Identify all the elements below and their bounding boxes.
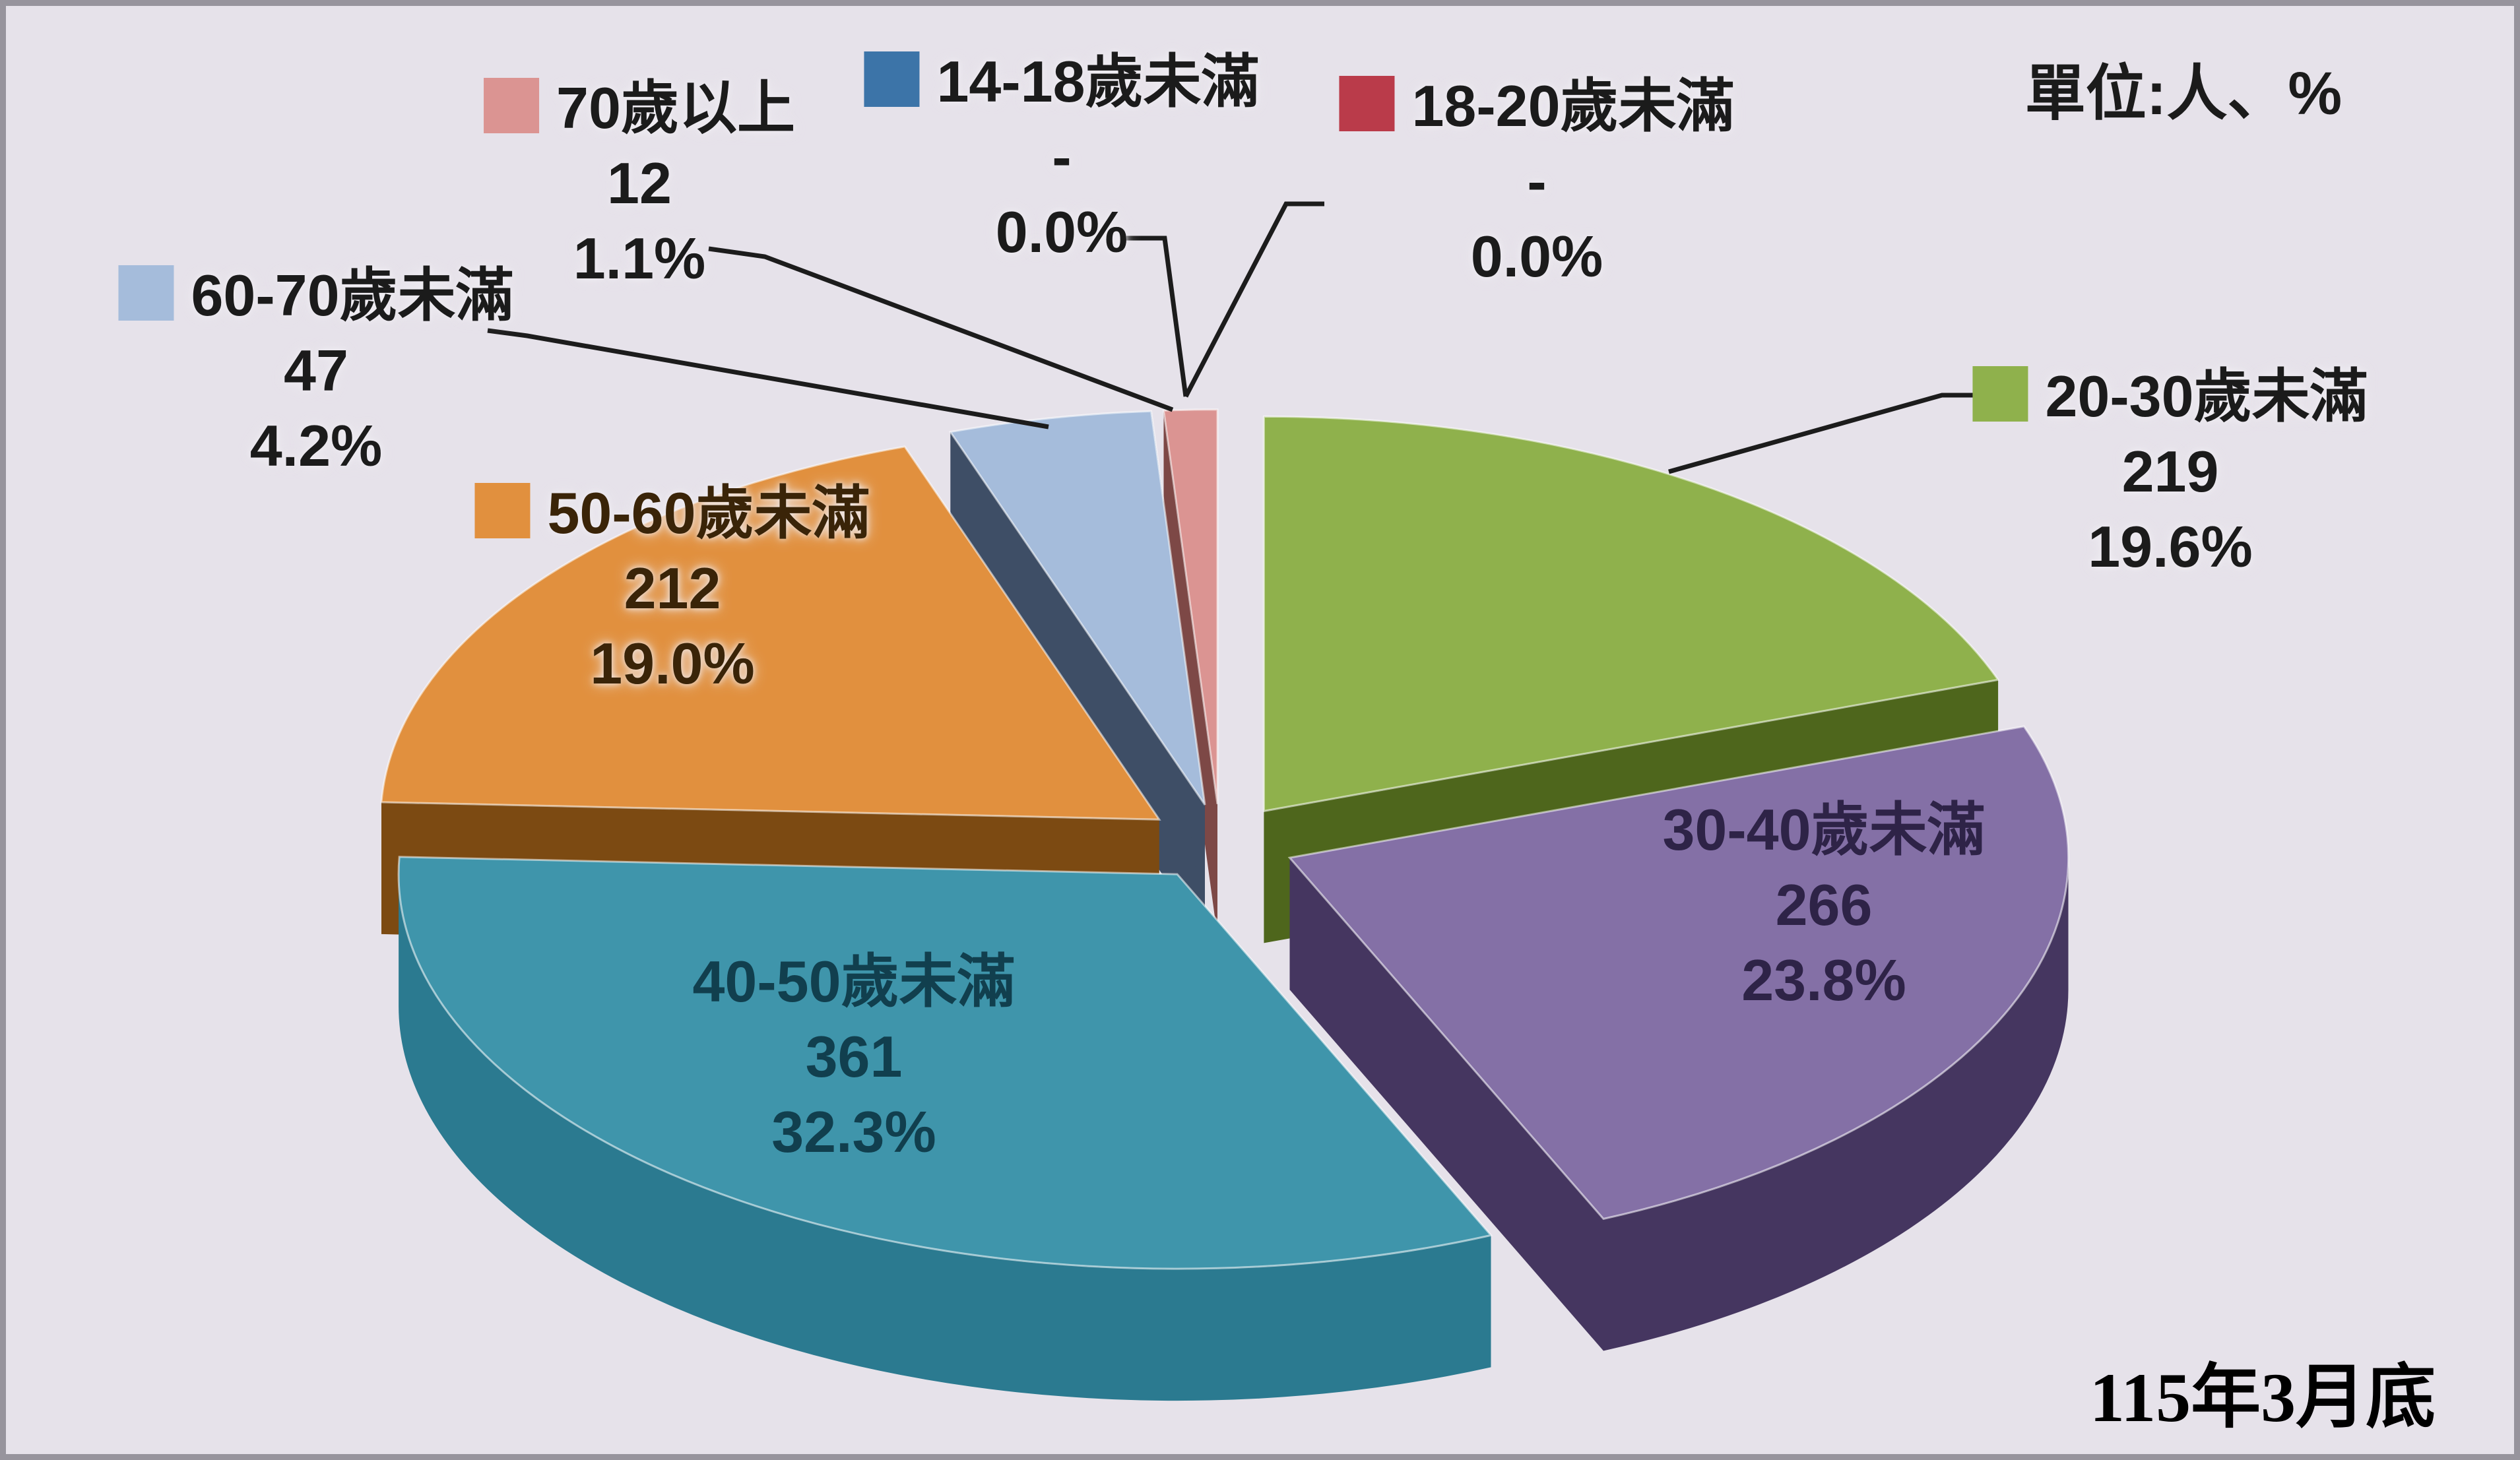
callout-70plus-label: 70歲以上 <box>556 75 795 141</box>
callout-14-18-value: - <box>1052 124 1072 189</box>
unit-note: 單位:人、% <box>2024 60 2342 127</box>
callout-14-18-title: 14-18歲未滿 <box>864 44 1260 119</box>
pie-slice-face <box>1287 725 2070 1221</box>
pie-slice-face <box>1162 408 1219 805</box>
callout-14-18-label: 14-18歲未滿 <box>936 49 1260 114</box>
callout-18-20-label: 18-20歲未滿 <box>1411 73 1735 139</box>
callout-40-50: 40-50歲未滿 361 32.3% <box>692 944 1015 1170</box>
callout-18-20-title: 18-20歲未滿 <box>1339 69 1735 144</box>
callout-50-60-label: 50-60歲未滿 <box>547 480 870 546</box>
callout-18-20: 18-20歲未滿 - 0.0% <box>1339 69 1735 294</box>
pie-slice-face <box>1603 858 2069 1351</box>
legend-swatch-18-20 <box>1339 76 1395 131</box>
callout-18-20-pct: 0.0% <box>1470 224 1603 289</box>
pie-slice-face <box>948 410 1206 806</box>
callout-18-20-value: - <box>1527 148 1547 214</box>
pie-slice-face <box>397 856 1493 1270</box>
date-note: 115年3月底 <box>2089 1359 2436 1436</box>
callout-40-50-value: 361 <box>805 1024 903 1089</box>
callout-60-70: 60-70歲未滿 47 4.2% <box>118 258 514 484</box>
callout-30-40-value: 266 <box>1775 872 1873 937</box>
callout-20-30-value: 219 <box>2121 439 2219 504</box>
callout-14-18: 14-18歲未滿 - 0.0% <box>864 44 1260 270</box>
callout-20-30-title: 20-30歲未滿 <box>1972 359 2368 434</box>
pie-3d-slices <box>380 408 2070 1401</box>
callout-70plus-title: 70歲以上 <box>484 71 795 146</box>
callout-14-18-pct: 0.0% <box>995 199 1128 265</box>
callout-50-60-title: 50-60歲未滿 <box>474 476 870 551</box>
callout-30-40-pct: 23.8% <box>1741 947 1906 1013</box>
callout-30-40: 30-40歲未滿 266 23.8% <box>1662 792 1985 1018</box>
legend-swatch-50-60 <box>474 483 531 538</box>
leader-line-60-70 <box>487 328 1049 429</box>
pie-slice-face <box>1289 858 1603 1351</box>
callout-70plus-value: 12 <box>607 150 672 216</box>
callout-50-60: 50-60歲未滿 212 19.0% <box>474 476 870 701</box>
callout-30-40-label: 30-40歲未滿 <box>1662 797 1986 862</box>
pie-slice-face <box>1262 415 2000 813</box>
callout-50-60-value: 212 <box>624 555 721 621</box>
pie-3d-svg <box>380 201 2070 1401</box>
leader-line-70plus <box>708 246 1174 412</box>
legend-swatch-20-30 <box>1972 366 2028 422</box>
callout-40-50-label: 40-50歲未滿 <box>692 949 1016 1014</box>
callout-50-60-pct: 19.0% <box>590 631 755 696</box>
pie-slice-face <box>380 445 1161 821</box>
callout-20-30-pct: 19.6% <box>2088 514 2253 579</box>
leader-line-20-30 <box>1668 393 1980 474</box>
callout-70plus-pct: 1.1% <box>573 226 706 291</box>
callout-20-30-label: 20-30歲未滿 <box>2045 364 2368 429</box>
legend-swatch-60-70 <box>118 265 174 321</box>
callout-60-70-title: 60-70歲未滿 <box>118 258 514 333</box>
callout-60-70-label: 60-70歲未滿 <box>191 263 514 328</box>
legend-swatch-70plus <box>484 78 540 133</box>
callout-60-70-pct: 4.2% <box>249 413 383 478</box>
callout-40-50-pct: 32.3% <box>771 1099 936 1164</box>
leader-lines <box>487 201 1980 474</box>
callout-70plus: 70歲以上 12 1.1% <box>484 71 795 296</box>
callout-60-70-value: 47 <box>284 338 348 403</box>
callout-20-30: 20-30歲未滿 219 19.6% <box>1972 359 2368 585</box>
leader-line-18-20 <box>1183 201 1324 398</box>
leader-line-14-18 <box>1126 236 1188 397</box>
legend-swatch-14-18 <box>864 51 920 107</box>
